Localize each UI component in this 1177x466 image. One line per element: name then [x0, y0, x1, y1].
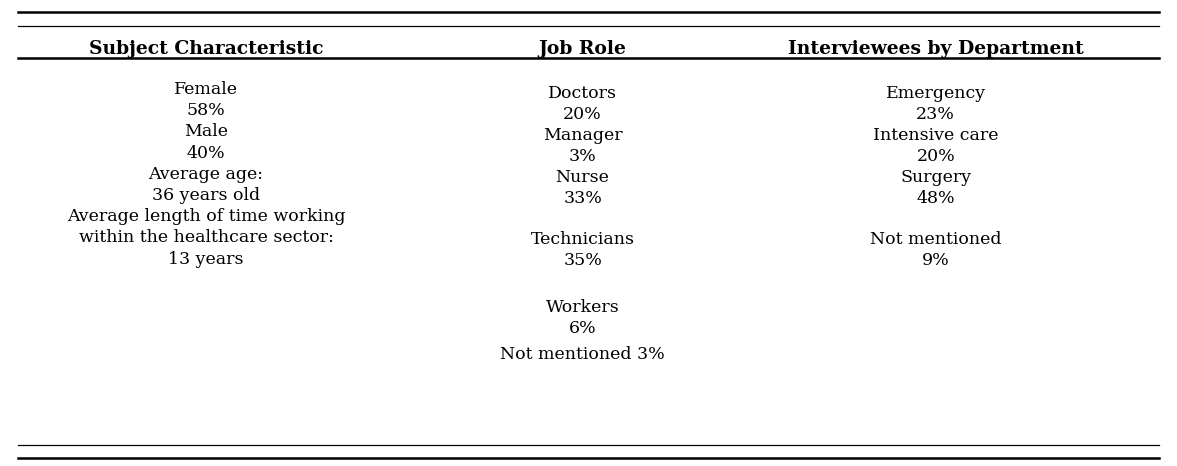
Text: 36 years old: 36 years old — [152, 187, 260, 204]
Text: 13 years: 13 years — [168, 251, 244, 267]
Text: within the healthcare sector:: within the healthcare sector: — [79, 229, 333, 247]
Text: Technicians: Technicians — [531, 232, 634, 248]
Text: Doctors: Doctors — [548, 85, 617, 102]
Text: Male: Male — [184, 123, 228, 140]
Text: 6%: 6% — [568, 320, 597, 337]
Text: Not mentioned: Not mentioned — [870, 232, 1002, 248]
Text: Surgery: Surgery — [900, 169, 971, 185]
Text: Job Role: Job Role — [539, 40, 626, 58]
Text: Manager: Manager — [543, 127, 623, 144]
Text: Average age:: Average age: — [148, 166, 264, 183]
Text: 58%: 58% — [187, 102, 225, 119]
Text: 23%: 23% — [916, 106, 956, 123]
Text: 9%: 9% — [922, 253, 950, 269]
Text: 20%: 20% — [564, 106, 601, 123]
Text: Female: Female — [174, 81, 238, 98]
Text: 40%: 40% — [187, 144, 225, 162]
Text: 48%: 48% — [917, 190, 955, 206]
Text: 35%: 35% — [563, 253, 603, 269]
Text: 20%: 20% — [917, 148, 955, 164]
Text: Nurse: Nurse — [556, 169, 610, 185]
Text: Average length of time working: Average length of time working — [67, 208, 345, 225]
Text: Subject Characteristic: Subject Characteristic — [88, 40, 324, 58]
Text: Intensive care: Intensive care — [873, 127, 998, 144]
Text: Workers: Workers — [546, 299, 619, 316]
Text: Emergency: Emergency — [885, 85, 986, 102]
Text: 3%: 3% — [568, 148, 597, 164]
Text: Interviewees by Department: Interviewees by Department — [787, 40, 1084, 58]
Text: 33%: 33% — [563, 190, 603, 206]
Text: Not mentioned 3%: Not mentioned 3% — [500, 346, 665, 363]
